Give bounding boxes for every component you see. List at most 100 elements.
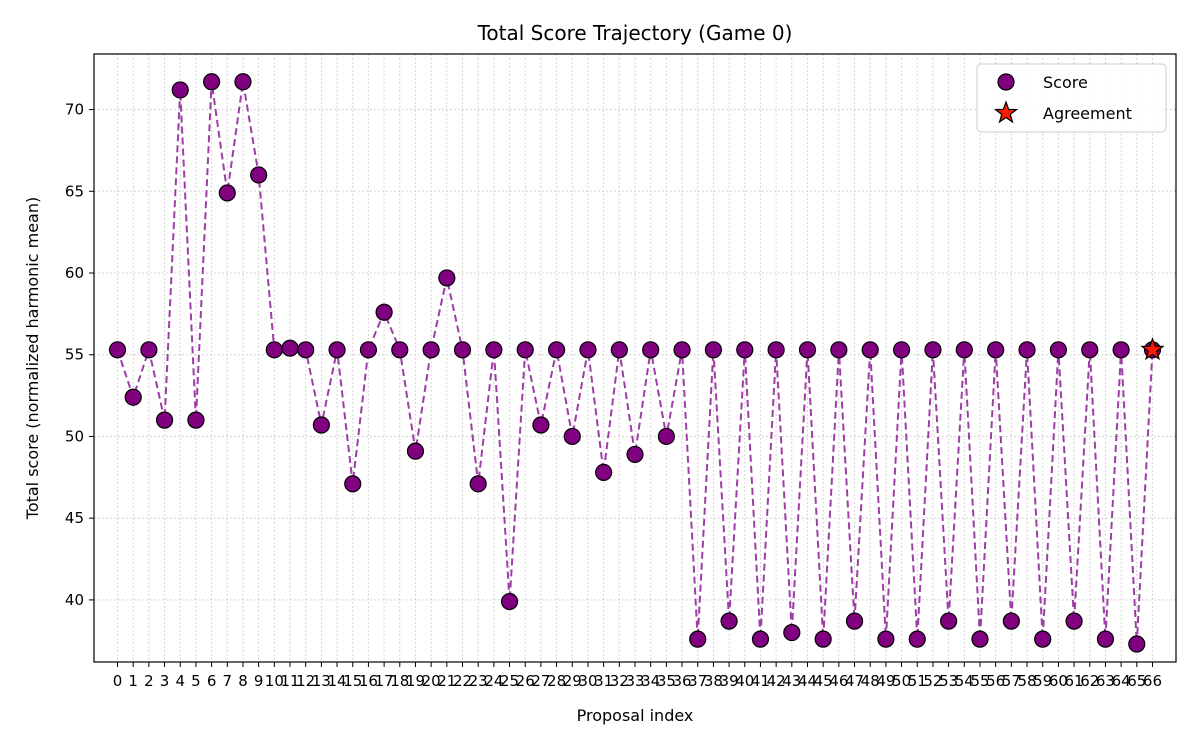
score-point <box>155 411 174 429</box>
score-point <box>108 341 127 359</box>
x-tick-label: 26 <box>516 672 535 690</box>
score-point <box>1081 341 1099 359</box>
score-point <box>579 341 597 359</box>
x-tick-label: 29 <box>563 672 582 690</box>
x-tick-label: 24 <box>484 672 503 690</box>
score-point <box>391 341 409 359</box>
score-point <box>281 339 299 357</box>
score-point <box>767 341 785 359</box>
x-tick-label: 46 <box>829 672 848 690</box>
x-tick-label: 53 <box>939 672 958 690</box>
x-tick-label: 34 <box>641 672 660 690</box>
x-tick-label: 8 <box>238 672 248 690</box>
y-tick-label: 40 <box>65 591 84 609</box>
score-point <box>830 341 848 359</box>
score-point <box>250 166 268 184</box>
x-tick-label: 58 <box>1017 672 1036 690</box>
x-tick-label: 65 <box>1127 672 1146 690</box>
x-axis-label: Proposal index <box>577 706 694 725</box>
legend-agreement-label: Agreement <box>1043 104 1132 123</box>
y-tick-label: 70 <box>65 101 84 119</box>
score-point <box>234 73 252 91</box>
score-point <box>532 416 550 434</box>
score-point <box>328 341 346 359</box>
x-tick-label: 12 <box>296 672 315 690</box>
score-point <box>987 341 1005 359</box>
score-point <box>344 475 362 493</box>
score-point <box>406 442 425 460</box>
score-point <box>140 341 158 359</box>
score-point <box>892 341 911 359</box>
score-point <box>218 184 236 202</box>
score-point <box>845 612 864 630</box>
x-tick-label: 52 <box>923 672 942 690</box>
x-tick-label: 19 <box>406 672 425 690</box>
x-tick-label: 42 <box>767 672 786 690</box>
x-tick-label: 10 <box>265 672 284 690</box>
score-point <box>297 341 315 359</box>
x-tick-label: 48 <box>861 672 880 690</box>
x-tick-label: 28 <box>547 672 566 690</box>
x-axis-ticks: 0 1 2 3 4 5 6 7 8 9 101112131415161718192021222324… <box>113 662 1162 690</box>
x-tick-label: 32 <box>610 672 629 690</box>
y-axis-label: Total score (normalized harmonic mean) <box>23 197 42 520</box>
x-tick-label: 49 <box>876 672 895 690</box>
score-point <box>422 341 440 359</box>
score-point <box>720 612 738 630</box>
score-point <box>751 630 770 648</box>
y-tick-label: 45 <box>65 509 84 527</box>
score-point <box>955 341 973 359</box>
x-tick-label: 35 <box>657 672 676 690</box>
score-point <box>689 630 707 648</box>
x-tick-label: 55 <box>970 672 989 690</box>
score-point <box>171 81 189 99</box>
score-point <box>626 445 644 464</box>
score-point <box>485 341 503 359</box>
x-tick-label: 1 <box>128 672 138 690</box>
legend-score-marker <box>997 73 1015 91</box>
score-point <box>124 388 142 406</box>
score-point <box>187 411 205 429</box>
score-point <box>642 341 660 359</box>
score-point <box>783 623 801 642</box>
x-tick-label: 13 <box>312 672 331 690</box>
score-point <box>203 73 221 91</box>
x-tick-label: 4 <box>175 672 185 690</box>
score-point <box>1128 635 1146 653</box>
score-point <box>438 269 456 287</box>
x-tick-label: 11 <box>280 672 299 690</box>
x-tick-label: 7 <box>223 672 233 690</box>
score-point <box>516 341 534 359</box>
x-tick-label: 21 <box>437 672 456 690</box>
x-tick-label: 36 <box>672 672 691 690</box>
x-tick-label: 18 <box>390 672 409 690</box>
legend-score-label: Score <box>1043 73 1088 92</box>
y-tick-label: 55 <box>65 346 84 364</box>
x-tick-label: 5 <box>191 672 201 690</box>
score-point <box>971 630 989 648</box>
x-tick-label: 54 <box>955 672 974 690</box>
legend-box <box>976 63 1167 133</box>
x-tick-label: 38 <box>704 672 723 690</box>
score-point <box>469 475 487 493</box>
score-point <box>877 630 895 648</box>
score-point <box>798 341 817 359</box>
x-tick-label: 40 <box>735 672 754 690</box>
x-tick-label: 50 <box>892 672 911 690</box>
x-tick-label: 56 <box>986 672 1005 690</box>
score-point <box>610 341 628 359</box>
x-tick-label: 41 <box>751 672 770 690</box>
x-tick-label: 17 <box>375 672 394 690</box>
x-tick-label: 23 <box>469 672 488 690</box>
score-point <box>657 427 675 446</box>
score-point <box>312 416 330 434</box>
y-tick-label: 60 <box>65 264 84 282</box>
x-tick-label: 44 <box>798 672 817 690</box>
x-tick-label: 62 <box>1080 672 1099 690</box>
score-point <box>940 612 958 630</box>
x-tick-label: 22 <box>453 672 472 690</box>
x-tick-label: 27 <box>531 672 550 690</box>
x-tick-label: 66 <box>1143 672 1162 690</box>
score-point <box>1034 630 1052 648</box>
